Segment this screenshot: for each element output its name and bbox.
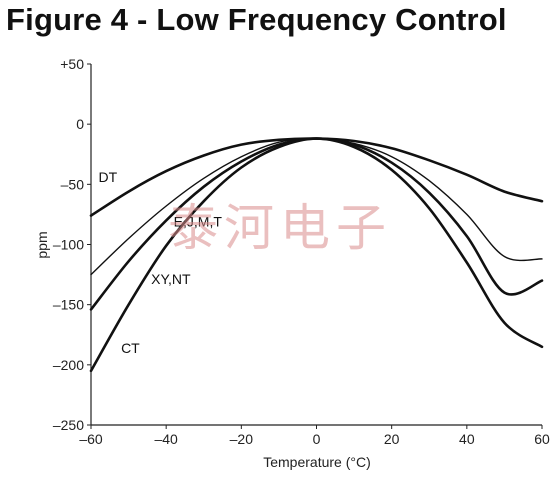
chart-series: [89, 137, 544, 373]
chart-ticks: +500–50–100–150–200–250–60 –40 –20 0 20 40 60: [53, 56, 550, 447]
x-tick-label: 40: [459, 431, 475, 447]
x-tick-label: 60: [534, 431, 550, 447]
x-tick-label: 20: [384, 431, 400, 447]
chart-series-labels: DT E,J,M,T XY,NT CT: [99, 169, 223, 356]
series-line-ct: [89, 137, 544, 373]
y-tick-label: –150: [53, 297, 84, 313]
series-label-dt: DT: [99, 169, 118, 185]
x-tick-label: –60: [79, 431, 103, 447]
y-tick-label: –200: [53, 357, 84, 373]
y-tick-label: +50: [60, 56, 84, 72]
series-label-ct: CT: [121, 340, 140, 356]
x-tick-label: 0: [313, 431, 321, 447]
y-tick-label: –100: [53, 237, 84, 253]
y-axis-label: ppm: [34, 231, 50, 258]
series-label-e-j-m-t: E,J,M,T: [174, 213, 223, 229]
y-tick-label: –50: [61, 176, 85, 192]
x-axis-label: Temperature (°C): [263, 454, 371, 470]
watermark-text: 泰河电子: [168, 199, 392, 257]
y-tick-label: 0: [76, 116, 84, 132]
figure-title: Figure 4 - Low Frequency Control: [6, 2, 507, 37]
series-label-xy-nt: XY,NT: [151, 271, 191, 287]
x-tick-label: –20: [230, 431, 254, 447]
y-tick-label: –250: [53, 417, 84, 433]
x-tick-label: –40: [154, 431, 178, 447]
